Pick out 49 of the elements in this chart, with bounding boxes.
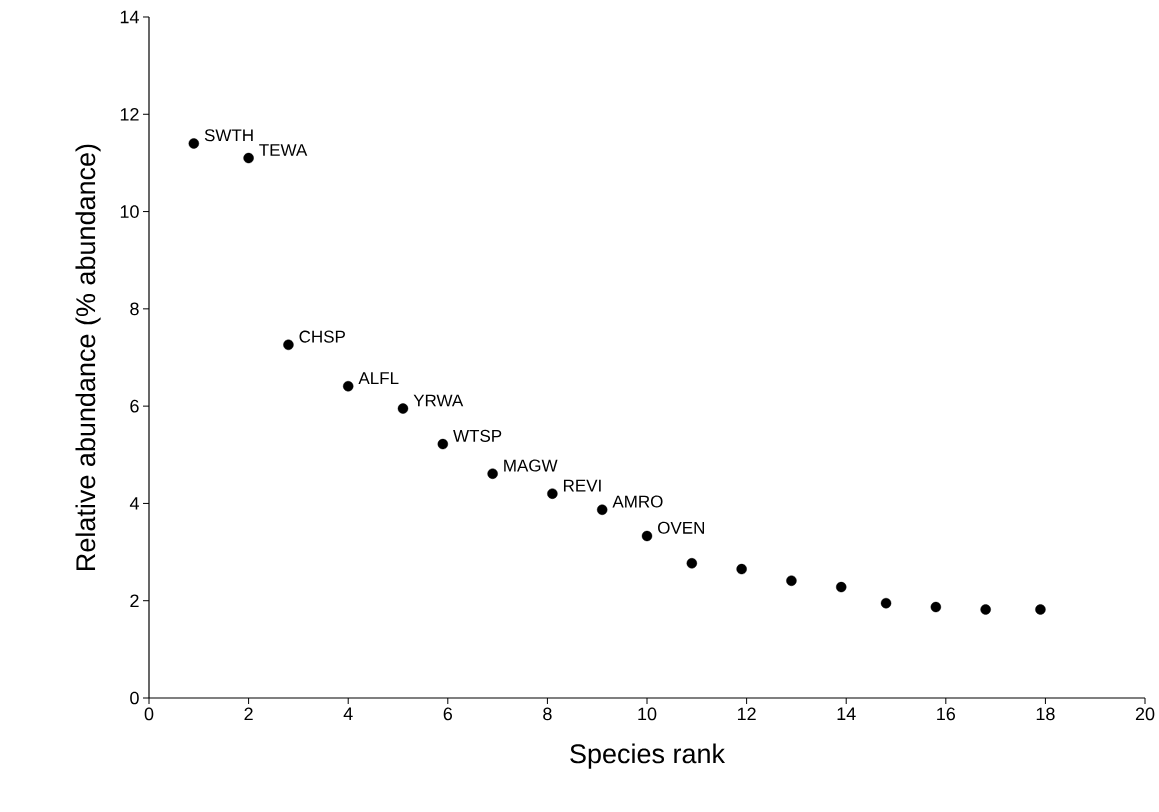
- point: [437, 438, 449, 450]
- point: [686, 558, 698, 569]
- point: [880, 597, 892, 609]
- x-tick-label: 12: [737, 707, 756, 721]
- annotation: WTSP: [453, 429, 502, 442]
- x-tick-label: 16: [937, 707, 956, 721]
- y-tick-label: 12: [120, 108, 139, 121]
- x-tick-label: 4: [343, 707, 353, 720]
- point: [980, 604, 991, 615]
- point: [1035, 604, 1046, 615]
- y-axis-title: Relative abundance (% abundance): [75, 144, 101, 570]
- annotation: CHSP: [299, 330, 345, 343]
- point: [786, 575, 797, 586]
- annotation: ALFL: [358, 372, 399, 384]
- point: [343, 381, 354, 392]
- annotation: SWTH: [204, 129, 253, 142]
- y-tick-label: 4: [129, 497, 139, 510]
- annotation: OVEN: [658, 521, 704, 534]
- x-tick-label: 0: [144, 707, 154, 721]
- point: [736, 563, 747, 575]
- annotation: MAGW: [504, 459, 558, 472]
- annotation: REVI: [563, 479, 601, 492]
- x-tick-label: 8: [543, 707, 552, 721]
- y-tick-label: 6: [130, 399, 139, 413]
- x-tick-label: 2: [244, 707, 253, 721]
- y-tick-label: 0: [130, 691, 139, 705]
- annotation: AMRO: [612, 495, 663, 508]
- x-axis-title: Species rank: [570, 743, 726, 769]
- y-tick-label: 14: [120, 10, 139, 24]
- point: [930, 601, 942, 613]
- point: [641, 530, 653, 542]
- x-tick-label: 18: [1036, 707, 1055, 721]
- x-tick-label: 14: [837, 707, 856, 720]
- point: [487, 468, 498, 479]
- annotation: YRWA: [413, 394, 464, 407]
- point: [283, 339, 294, 351]
- x-tick-label: 6: [443, 707, 453, 721]
- y-tick-label: 8: [130, 302, 139, 316]
- x-tick-label: 20: [1135, 707, 1155, 721]
- point: [596, 504, 608, 515]
- point: [836, 581, 847, 593]
- annotation: TEWA: [259, 144, 308, 156]
- point: [547, 488, 558, 499]
- y-tick-label: 10: [120, 205, 139, 218]
- x-tick-label: 10: [638, 707, 657, 721]
- point: [397, 403, 409, 414]
- point: [188, 138, 200, 149]
- point: [243, 152, 254, 164]
- y-tick-label: 2: [130, 594, 139, 607]
